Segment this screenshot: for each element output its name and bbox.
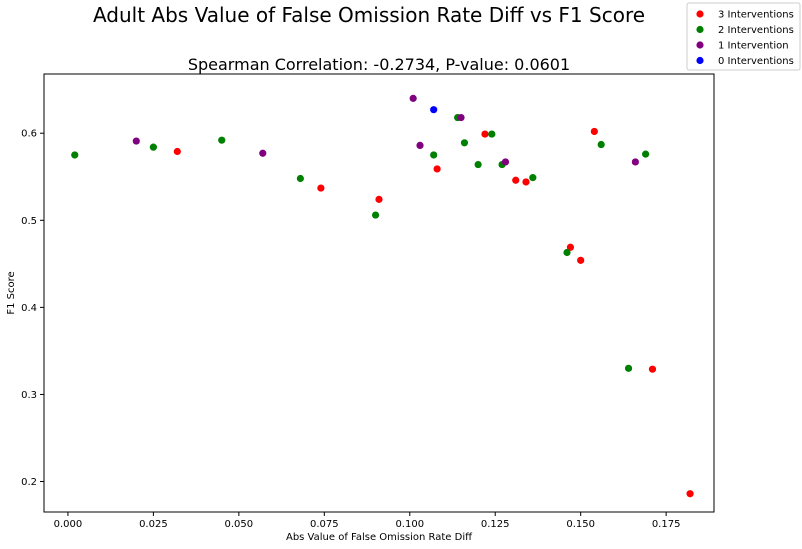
legend-box bbox=[686, 2, 801, 71]
x-tick-label: 0.075 bbox=[310, 519, 339, 530]
y-axis-ticks: 0.2 0.3 0.4 0.5 0.6 bbox=[21, 129, 44, 488]
chart-title: Adult Abs Value of False Omission Rate D… bbox=[93, 3, 645, 27]
data-point bbox=[460, 139, 469, 147]
legend-label: 3 Interventions bbox=[718, 10, 794, 21]
legend-marker bbox=[696, 25, 704, 34]
scatter-points bbox=[71, 94, 694, 498]
data-point bbox=[259, 149, 267, 157]
data-point bbox=[371, 211, 380, 219]
x-tick-label: 0.050 bbox=[225, 519, 254, 530]
data-point bbox=[218, 136, 226, 144]
data-point bbox=[563, 248, 571, 257]
data-point bbox=[430, 151, 438, 159]
data-point bbox=[296, 174, 304, 183]
data-point bbox=[577, 256, 585, 264]
y-tick-label: 0.2 bbox=[21, 477, 37, 488]
data-point bbox=[488, 130, 496, 138]
data-point bbox=[433, 165, 441, 173]
data-point bbox=[648, 365, 657, 373]
y-tick-label: 0.6 bbox=[21, 129, 37, 140]
data-point bbox=[686, 490, 694, 498]
chart-subtitle: Spearman Correlation: -0.2734, P-value: … bbox=[188, 55, 570, 74]
x-tick-label: 0.150 bbox=[566, 519, 595, 530]
data-point bbox=[529, 174, 537, 182]
data-point bbox=[317, 184, 325, 192]
data-point bbox=[481, 130, 489, 138]
data-point bbox=[375, 195, 383, 203]
data-point bbox=[416, 141, 424, 150]
legend: 3 Interventions 2 Interventions 1 Interven… bbox=[686, 2, 801, 71]
data-point bbox=[624, 364, 633, 372]
y-tick-label: 0.5 bbox=[21, 216, 37, 227]
legend-label: 0 Interventions bbox=[718, 56, 794, 67]
x-tick-label: 0.100 bbox=[395, 519, 424, 530]
data-point bbox=[457, 113, 465, 122]
data-point bbox=[409, 94, 417, 102]
data-point bbox=[631, 158, 639, 166]
data-point bbox=[512, 176, 520, 184]
legend-label: 2 Interventions bbox=[718, 25, 794, 36]
data-point bbox=[430, 106, 438, 114]
data-point bbox=[132, 137, 140, 145]
legend-marker bbox=[696, 10, 704, 18]
data-point bbox=[71, 151, 79, 159]
data-point bbox=[522, 178, 530, 186]
data-point bbox=[566, 243, 575, 251]
axes-frame bbox=[43, 73, 715, 513]
data-point bbox=[597, 140, 605, 149]
data-point bbox=[173, 147, 181, 156]
plot-area bbox=[43, 73, 715, 513]
legend-label: 1 Intervention bbox=[718, 41, 789, 52]
legend-marker bbox=[696, 41, 704, 49]
x-tick-label: 0.175 bbox=[652, 519, 681, 530]
x-axis-label: Abs Value of False Omission Rate Diff bbox=[286, 532, 473, 543]
y-axis-label: F1 Score bbox=[6, 271, 17, 314]
data-point bbox=[642, 150, 650, 158]
data-point bbox=[474, 160, 482, 169]
x-tick-label: 0.000 bbox=[54, 519, 83, 530]
y-tick-label: 0.3 bbox=[21, 390, 37, 401]
data-point bbox=[501, 158, 510, 166]
x-tick-label: 0.125 bbox=[481, 519, 510, 530]
legend-marker bbox=[696, 56, 704, 65]
data-point bbox=[149, 143, 157, 151]
y-tick-label: 0.4 bbox=[21, 303, 37, 314]
x-axis-ticks: 0.000 0.025 0.050 0.075 0.100 0.125 0.150 0.175 bbox=[54, 512, 681, 530]
data-point bbox=[590, 127, 598, 136]
x-tick-label: 0.025 bbox=[139, 519, 168, 530]
